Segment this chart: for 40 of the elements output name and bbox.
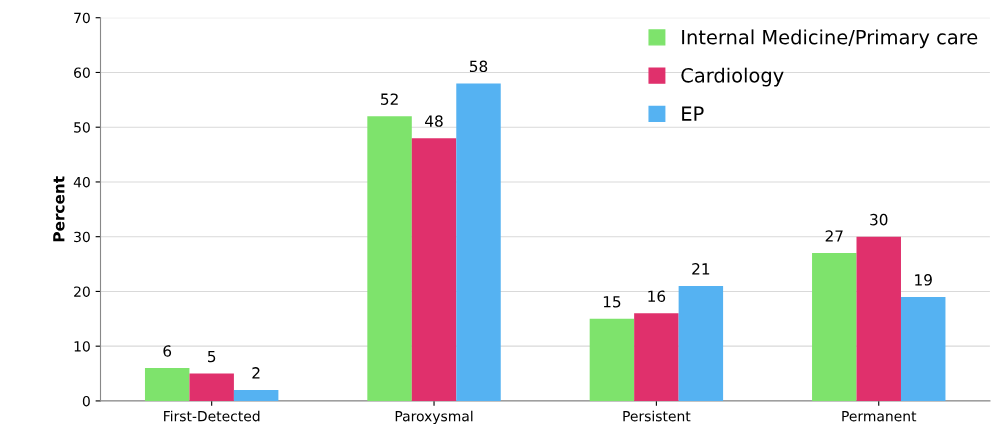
data-label: 5 [208, 350, 216, 363]
legend-label: Internal Medicine/Primary care [682, 29, 978, 49]
bar [589, 318, 635, 401]
data-label: 15 [603, 296, 621, 308]
bar [900, 296, 946, 401]
bar [367, 116, 412, 401]
bar [411, 138, 457, 401]
bar [634, 313, 679, 401]
y-tick-label: 50 [74, 122, 90, 133]
data-label: 27 [825, 230, 843, 242]
data-label: 52 [381, 93, 398, 105]
data-label: 21 [692, 263, 710, 275]
legend-label: Cardiology [681, 67, 784, 87]
y-tick-label: 0 [82, 395, 90, 407]
legend-label: EP [682, 106, 704, 121]
bar [189, 373, 234, 401]
data-label: 6 [163, 345, 172, 357]
y-tick-label: 40 [73, 176, 90, 188]
data-label: 19 [915, 274, 932, 286]
x-tick-label: Paroxysmal [395, 410, 473, 425]
data-label: 48 [425, 115, 443, 127]
data-label: 30 [870, 213, 888, 226]
bar [233, 389, 279, 401]
data-label: 58 [469, 60, 488, 73]
y-tick-label: 20 [74, 286, 90, 297]
bar [144, 368, 190, 401]
x-tick-label: First-Detected [164, 410, 260, 422]
data-label: 16 [648, 290, 666, 303]
y-axis-title: Percent [53, 176, 65, 242]
y-tick-label: 60 [74, 67, 90, 78]
data-label: 2 [252, 367, 260, 379]
y-tick-label: 10 [74, 341, 90, 352]
bar [456, 83, 501, 401]
bar [678, 285, 724, 401]
bar [856, 236, 901, 401]
x-tick-label: Permanent [842, 411, 917, 422]
bar [812, 253, 857, 401]
y-tick-label: 30 [74, 231, 90, 243]
y-tick-label: 70 [74, 12, 90, 24]
x-tick-label: Persistent [623, 410, 691, 422]
